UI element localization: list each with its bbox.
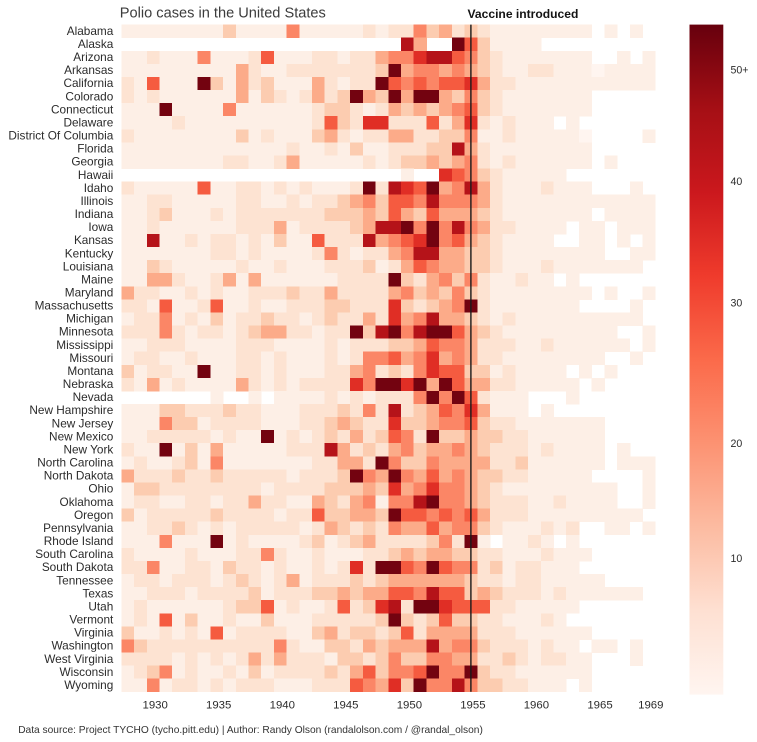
svg-text:Colorado: Colorado <box>65 89 113 103</box>
svg-text:Michigan: Michigan <box>66 312 113 326</box>
svg-text:Arizona: Arizona <box>73 50 113 64</box>
svg-text:Nevada: Nevada <box>73 390 114 404</box>
svg-text:Alaska: Alaska <box>78 37 114 51</box>
svg-text:Data source: Project TYCHO (ty: Data source: Project TYCHO (tycho.pitt.e… <box>18 725 483 736</box>
svg-text:Minnesota: Minnesota <box>59 325 114 339</box>
svg-text:Kansas: Kansas <box>74 233 113 247</box>
svg-text:1969: 1969 <box>638 700 663 712</box>
svg-text:Maine: Maine <box>81 272 114 286</box>
svg-text:North Dakota: North Dakota <box>44 469 114 483</box>
svg-text:Louisiana: Louisiana <box>63 259 114 273</box>
svg-text:50+: 50+ <box>731 64 749 76</box>
svg-text:New Jersey: New Jersey <box>52 416 114 430</box>
svg-text:1960: 1960 <box>524 700 549 712</box>
svg-text:1940: 1940 <box>270 700 295 712</box>
svg-text:Massachusetts: Massachusetts <box>35 299 114 313</box>
svg-text:Mississippi: Mississippi <box>56 338 113 352</box>
svg-text:Iowa: Iowa <box>88 220 113 234</box>
svg-text:Nebraska: Nebraska <box>63 377 114 391</box>
svg-text:Kentucky: Kentucky <box>65 246 114 260</box>
svg-text:Delaware: Delaware <box>63 115 113 129</box>
svg-text:1965: 1965 <box>587 700 612 712</box>
svg-text:Washington: Washington <box>51 639 113 653</box>
svg-text:Alabama: Alabama <box>67 24 114 38</box>
svg-text:Illinois: Illinois <box>81 194 114 208</box>
svg-text:New Mexico: New Mexico <box>49 429 114 443</box>
svg-text:1930: 1930 <box>143 700 168 712</box>
svg-text:Vaccine introduced: Vaccine introduced <box>468 7 579 21</box>
svg-text:40: 40 <box>731 176 743 188</box>
svg-text:South Carolina: South Carolina <box>35 547 113 561</box>
svg-text:Polio cases in the United Stat: Polio cases in the United States <box>120 5 326 21</box>
svg-text:1950: 1950 <box>397 700 422 712</box>
svg-text:Indiana: Indiana <box>75 207 114 221</box>
svg-text:Wyoming: Wyoming <box>64 678 113 692</box>
svg-text:Missouri: Missouri <box>69 351 113 365</box>
svg-text:Rhode Island: Rhode Island <box>44 534 114 548</box>
svg-text:District Of Columbia: District Of Columbia <box>8 129 113 143</box>
svg-text:Florida: Florida <box>77 142 113 156</box>
svg-text:West Virginia: West Virginia <box>44 652 114 666</box>
svg-text:30: 30 <box>731 298 743 310</box>
svg-text:Virginia: Virginia <box>74 626 114 640</box>
svg-text:Oklahoma: Oklahoma <box>60 495 114 509</box>
svg-text:California: California <box>63 76 113 90</box>
svg-text:Tennessee: Tennessee <box>56 573 113 587</box>
svg-text:Georgia: Georgia <box>71 155 113 169</box>
svg-text:Maryland: Maryland <box>65 286 114 300</box>
svg-text:South Dakota: South Dakota <box>42 560 114 574</box>
svg-text:Ohio: Ohio <box>88 482 113 496</box>
svg-text:Connecticut: Connecticut <box>51 102 114 116</box>
svg-text:1945: 1945 <box>333 700 358 712</box>
svg-text:Utah: Utah <box>88 600 113 614</box>
svg-text:Montana: Montana <box>67 364 113 378</box>
svg-text:Wisconsin: Wisconsin <box>60 665 114 679</box>
svg-text:Hawaii: Hawaii <box>78 168 113 182</box>
svg-text:New York: New York <box>63 443 113 457</box>
svg-text:Arkansas: Arkansas <box>64 63 113 77</box>
svg-text:20: 20 <box>731 438 743 450</box>
svg-text:Idaho: Idaho <box>84 181 114 195</box>
svg-text:1955: 1955 <box>460 700 485 712</box>
svg-text:New Hampshire: New Hampshire <box>29 403 113 417</box>
svg-text:Pennsylvania: Pennsylvania <box>43 521 114 535</box>
svg-text:Texas: Texas <box>82 586 113 600</box>
svg-text:Oregon: Oregon <box>74 508 113 522</box>
svg-text:North Carolina: North Carolina <box>37 456 113 470</box>
svg-text:1935: 1935 <box>206 700 231 712</box>
svg-text:10: 10 <box>731 553 743 565</box>
svg-text:Vermont: Vermont <box>69 613 114 627</box>
